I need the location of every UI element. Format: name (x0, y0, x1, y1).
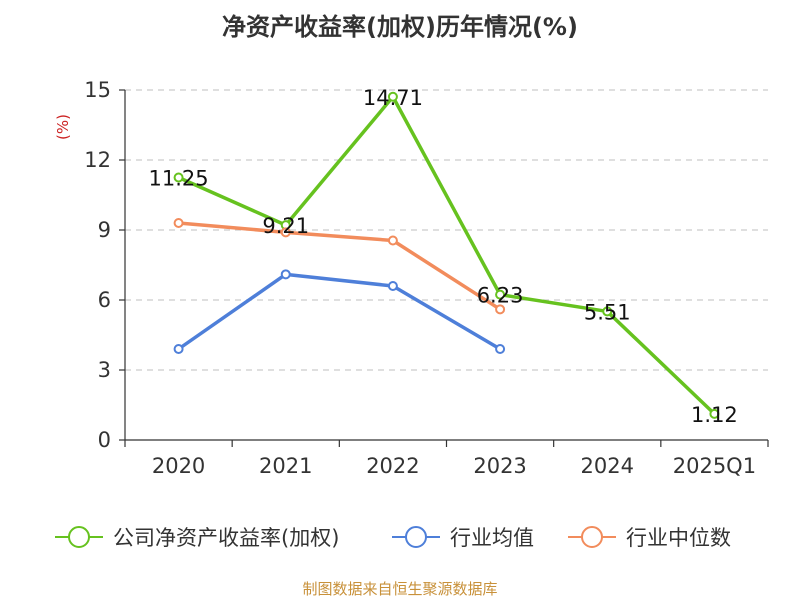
x-tick-label: 2020 (152, 454, 205, 478)
x-tick-label: 2022 (366, 454, 419, 478)
data-label: 6.23 (477, 284, 524, 308)
x-tick-label: 2024 (581, 454, 634, 478)
x-tick-label: 2025Q1 (673, 454, 756, 478)
data-point (387, 91, 398, 102)
y-tick-label: 15 (84, 78, 111, 102)
data-label: 9.21 (262, 214, 309, 238)
legend-label: 行业中位数 (626, 526, 731, 550)
data-point (280, 227, 291, 238)
data-label: 11.25 (149, 167, 209, 191)
chart-title: 净资产收益率(加权)历年情况(%) (222, 13, 578, 41)
x-tick-label: 2023 (473, 454, 526, 478)
data-label: 1.12 (691, 403, 738, 427)
axes: 0 3 6 9 12 15 2020 2021 2022 2023 2024 2025Q1 (84, 78, 769, 478)
series-line (176, 95, 717, 416)
grid-lines (125, 89, 768, 371)
series-line (176, 221, 502, 312)
y-tick-label: 9 (98, 218, 111, 242)
data-point (602, 306, 613, 317)
legend-label: 公司净资产收益率(加权) (113, 526, 339, 550)
data-point (709, 408, 720, 419)
data-point (495, 304, 506, 315)
data-label: 14.71 (363, 86, 423, 110)
data-point (495, 289, 506, 300)
data-point (387, 235, 398, 246)
legend-marker (68, 526, 90, 548)
data-point (387, 281, 398, 291)
data-point (280, 269, 291, 280)
series-lines (173, 91, 720, 419)
legend: 公司净资产收益率(加权) 行业均值 行业中位数 (55, 526, 731, 550)
data-point (173, 218, 184, 228)
data-label: 5.51 (584, 300, 631, 324)
legend-marker (405, 526, 427, 548)
legend-label: 行业均值 (450, 526, 534, 550)
series-line (176, 272, 502, 351)
y-axis-unit-label: (%) (54, 114, 72, 140)
y-tick-label: 12 (84, 148, 111, 172)
data-point (495, 344, 506, 354)
legend-marker (581, 526, 603, 548)
data-point (173, 344, 184, 354)
x-tick-label: 2021 (259, 454, 312, 478)
data-point (173, 172, 184, 183)
data-labels: 11.25 9.21 14.71 6.23 5.51 1.12 (149, 86, 738, 427)
y-tick-label: 6 (98, 288, 111, 312)
source-note: 制图数据来自恒生聚源数据库 (302, 580, 497, 598)
y-tick-label: 3 (98, 358, 111, 382)
y-tick-label: 0 (98, 428, 111, 452)
